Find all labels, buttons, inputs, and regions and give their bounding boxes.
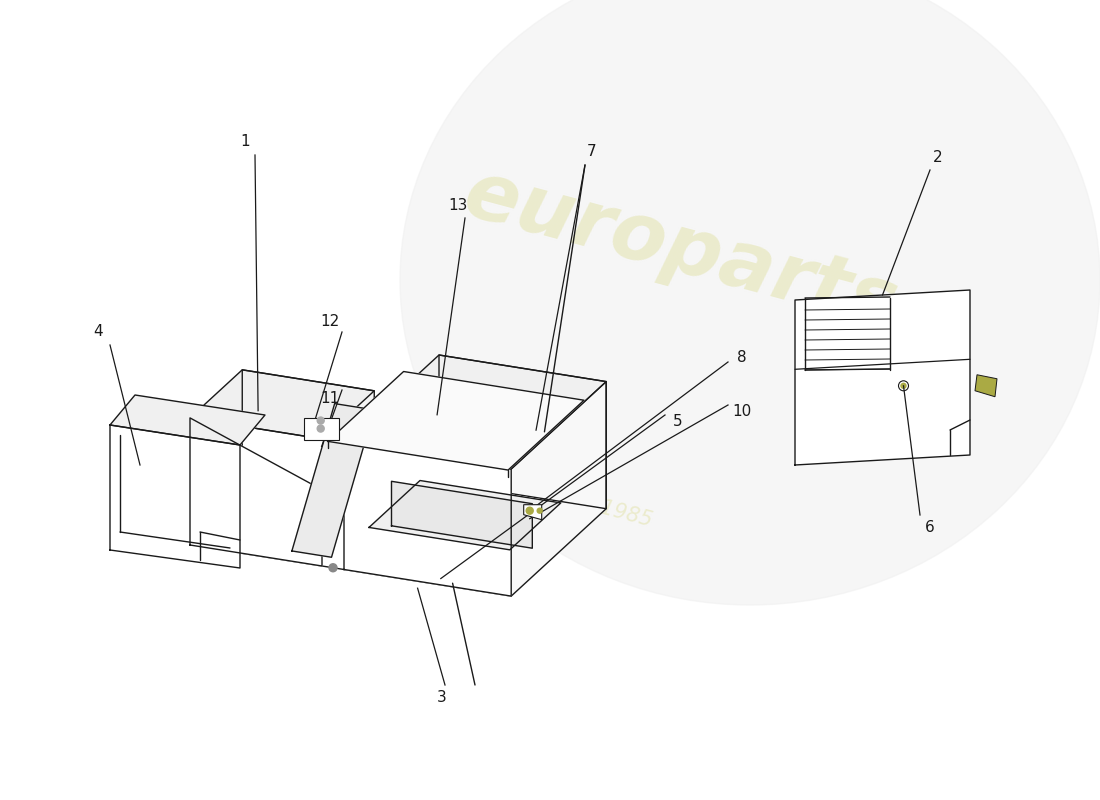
Text: 10: 10: [733, 405, 751, 419]
Text: 4: 4: [94, 325, 102, 339]
Polygon shape: [328, 371, 584, 470]
Text: 2: 2: [933, 150, 943, 166]
Text: 13: 13: [449, 198, 468, 213]
Text: 7: 7: [587, 145, 597, 159]
Circle shape: [526, 507, 534, 514]
Ellipse shape: [400, 0, 1100, 605]
Polygon shape: [344, 442, 512, 596]
Polygon shape: [190, 370, 374, 439]
Text: 1: 1: [240, 134, 250, 150]
Text: 11: 11: [320, 390, 340, 406]
Polygon shape: [110, 395, 265, 445]
Polygon shape: [110, 425, 240, 568]
Polygon shape: [524, 505, 541, 520]
Polygon shape: [242, 370, 374, 518]
Polygon shape: [190, 418, 512, 596]
Text: 5: 5: [673, 414, 683, 430]
Text: 3: 3: [437, 690, 447, 706]
Polygon shape: [439, 355, 606, 509]
Text: 12: 12: [320, 314, 340, 330]
Polygon shape: [292, 403, 374, 558]
Text: europarts: europarts: [455, 154, 905, 346]
Polygon shape: [190, 418, 322, 566]
Polygon shape: [392, 482, 532, 548]
Text: 8: 8: [737, 350, 747, 366]
Circle shape: [537, 508, 542, 513]
Circle shape: [901, 383, 906, 388]
Polygon shape: [512, 382, 606, 596]
Circle shape: [899, 381, 909, 390]
Bar: [304, 418, 339, 439]
Circle shape: [329, 564, 337, 572]
Text: 6: 6: [925, 521, 935, 535]
Polygon shape: [344, 355, 606, 469]
Circle shape: [317, 417, 324, 424]
Circle shape: [317, 425, 324, 432]
Polygon shape: [975, 374, 997, 397]
Text: a passion for parts since 1985: a passion for parts since 1985: [345, 430, 654, 530]
Polygon shape: [795, 290, 970, 465]
Polygon shape: [368, 481, 561, 550]
